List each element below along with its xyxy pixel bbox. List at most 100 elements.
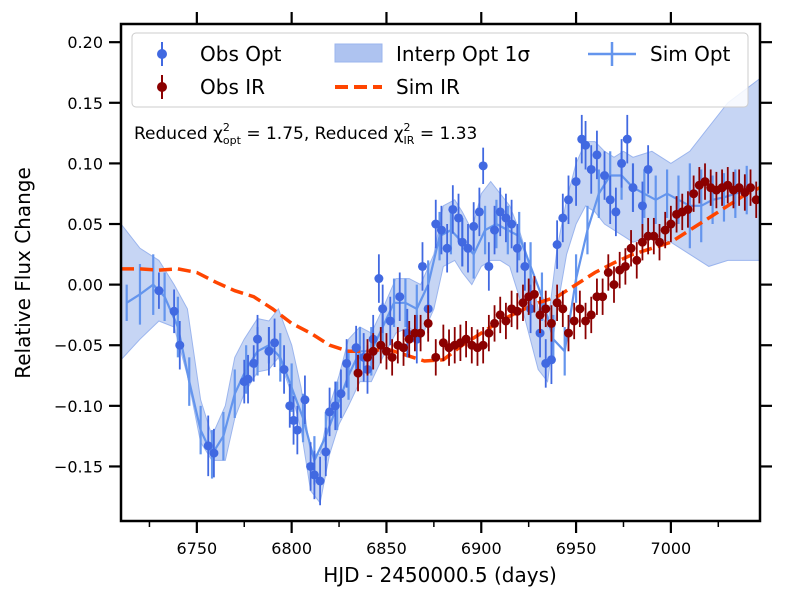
- obs-opt-point: [315, 476, 325, 486]
- obs-ir-point: [399, 343, 409, 353]
- obs-ir-point: [586, 310, 596, 320]
- x-axis-label: HJD - 2450000.5 (days): [323, 563, 557, 587]
- obs-opt-point: [611, 207, 621, 217]
- legend-label-obs-opt: Obs Opt: [200, 42, 282, 66]
- x-tick-label: 7000: [651, 539, 692, 558]
- obs-opt-point: [385, 316, 395, 326]
- obs-ir-point: [381, 346, 391, 356]
- obs-opt-point: [169, 306, 179, 316]
- y-tick-label: −0.10: [54, 397, 103, 416]
- interp-opt-band: [121, 77, 760, 504]
- y-tick-label: 0.00: [67, 276, 103, 295]
- obs-opt-point: [243, 374, 253, 384]
- obs-opt-point: [442, 243, 452, 253]
- obs-opt-point: [431, 219, 441, 229]
- obs-opt-point: [581, 140, 591, 150]
- legend-entry-sim-ir: Sim IR: [335, 75, 460, 99]
- obs-opt-point: [571, 177, 581, 187]
- plot-area: [121, 77, 760, 506]
- x-tick-label: 6750: [176, 539, 217, 558]
- legend-label-obs-ir: Obs IR: [200, 75, 265, 99]
- obs-opt-point: [300, 395, 310, 405]
- obs-opt-point: [495, 207, 505, 217]
- legend-label-sim-opt: Sim Opt: [650, 42, 731, 66]
- obs-opt-point: [454, 213, 464, 223]
- obs-opt-point: [292, 425, 302, 435]
- obs-ir-point: [666, 219, 676, 229]
- obs-ir-point: [495, 310, 505, 320]
- legend-entry-obs-ir: Obs IR: [157, 75, 265, 99]
- obs-opt-point: [249, 358, 259, 368]
- chi-square-annotation: Reduced χ2 opt = 1.75, Reduced χ2 IR = 1.3…: [134, 121, 477, 147]
- obs-opt-point: [270, 338, 280, 348]
- obs-ir-point: [541, 304, 551, 314]
- obs-opt-point: [563, 195, 573, 205]
- obs-opt-point: [474, 207, 484, 217]
- obs-opt-point: [628, 183, 638, 193]
- obs-opt-point: [552, 240, 562, 250]
- obs-ir-point: [632, 255, 642, 265]
- obs-ir-point: [501, 316, 511, 326]
- obs-ir-point: [603, 268, 613, 277]
- obs-ir-point: [655, 237, 665, 247]
- obs-opt-point: [622, 134, 632, 144]
- obs-opt-point: [469, 221, 479, 231]
- obs-ir-point: [746, 183, 756, 193]
- obs-ir-point: [490, 318, 500, 328]
- obs-ir-point: [598, 292, 608, 302]
- axes: 6750 6800 6850 6900 6950 7000 −0.15 −0.10 −0.05 0…: [54, 12, 772, 558]
- y-tick-label: 0.05: [67, 215, 103, 234]
- obs-ir-point: [660, 225, 670, 235]
- obs-opt-point: [336, 389, 346, 399]
- obs-opt-point: [586, 164, 596, 174]
- obs-opt-point: [279, 364, 289, 374]
- y-tick-label: −0.05: [54, 336, 103, 355]
- obs-opt-point: [209, 448, 219, 458]
- legend-entry-sim-opt: Sim Opt: [588, 42, 731, 66]
- obs-opt-point: [592, 150, 602, 160]
- obs-ir-point: [751, 195, 760, 205]
- obs-ir-point: [575, 304, 585, 314]
- obs-ir-point: [529, 289, 539, 299]
- obs-ir-point: [649, 231, 659, 241]
- obs-ir-point: [478, 340, 488, 350]
- legend-label-interp-band: Interp Opt 1σ: [396, 42, 530, 66]
- x-tick-label: 6800: [271, 539, 312, 558]
- obs-ir-point: [683, 204, 693, 214]
- obs-ir-point: [484, 328, 494, 338]
- obs-opt-point: [637, 201, 647, 211]
- y-tick-label: 0.20: [67, 33, 103, 52]
- y-tick-label: 0.10: [67, 154, 103, 173]
- x-tick-label: 6900: [461, 539, 502, 558]
- obs-opt-point: [448, 204, 458, 214]
- obs-ir-point: [546, 318, 556, 328]
- obs-opt-point: [558, 213, 568, 223]
- obs-opt-point: [264, 346, 274, 356]
- obs-opt-point: [490, 225, 500, 235]
- obs-ir-point: [700, 177, 710, 187]
- legend: Obs Opt Obs IR Interp Opt 1σ Sim IR Sim …: [131, 32, 749, 108]
- obs-ir-point: [512, 306, 522, 316]
- obs-ir-point: [535, 310, 545, 320]
- obs-ir-point: [431, 352, 441, 362]
- obs-opt-point: [253, 334, 263, 344]
- obs-ir-point: [362, 352, 372, 362]
- y-axis-label: Relative Flux Change: [11, 167, 35, 379]
- obs-ir-point: [581, 316, 591, 326]
- axes-frame: [119, 22, 762, 523]
- obs-opt-point: [374, 274, 384, 284]
- legend-label-sim-ir: Sim IR: [396, 75, 460, 99]
- obs-ir-point: [404, 334, 414, 344]
- obs-ir-point: [423, 318, 433, 328]
- obs-opt-point: [507, 219, 517, 229]
- legend-entry-interp-band: Interp Opt 1σ: [334, 42, 530, 66]
- obs-opt-point: [617, 158, 627, 168]
- obs-ir-point: [609, 280, 619, 290]
- obs-opt-point: [501, 213, 511, 223]
- obs-opt-point: [605, 195, 615, 205]
- obs-ir-point: [416, 328, 426, 338]
- legend-frame: [131, 32, 749, 108]
- obs-opt-point: [309, 470, 319, 480]
- obs-opt-point: [175, 340, 185, 350]
